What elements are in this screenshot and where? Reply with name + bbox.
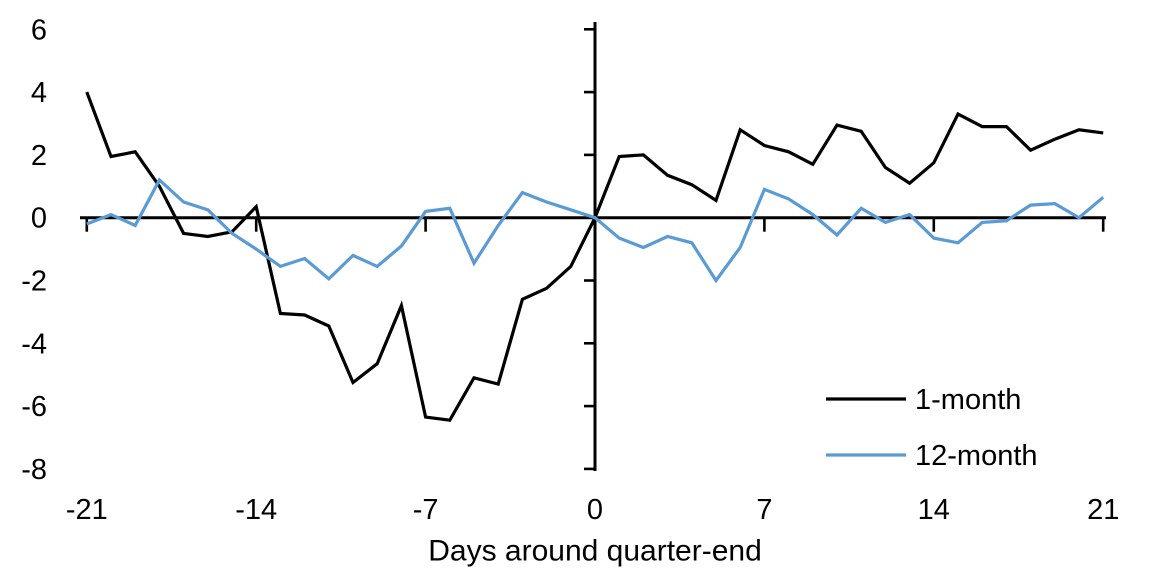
x-tick-label: -21	[66, 494, 108, 526]
legend-label-1-month: 1-month	[915, 384, 1021, 416]
y-tick-label: -4	[21, 328, 47, 360]
x-tick-label: 7	[756, 494, 772, 526]
x-tick-label: 21	[1087, 494, 1119, 526]
y-tick-label: -6	[21, 391, 47, 423]
y-tick-label: 0	[31, 203, 47, 235]
series-line-12-month	[86, 177, 1105, 284]
y-tick-label: -2	[21, 266, 47, 298]
y-tick-label: -8	[21, 454, 47, 486]
x-axis-title: Days around quarter-end	[428, 535, 762, 568]
x-tick-label: 14	[918, 494, 950, 526]
y-tick-label: 2	[31, 140, 47, 172]
x-tick-label: -7	[413, 494, 439, 526]
y-tick-label: 6	[31, 14, 47, 46]
x-tick-label: -14	[235, 494, 277, 526]
x-tick-label: 0	[587, 494, 603, 526]
y-tick-label: 4	[31, 77, 47, 109]
legend-label-12-month: 12-month	[915, 440, 1038, 472]
